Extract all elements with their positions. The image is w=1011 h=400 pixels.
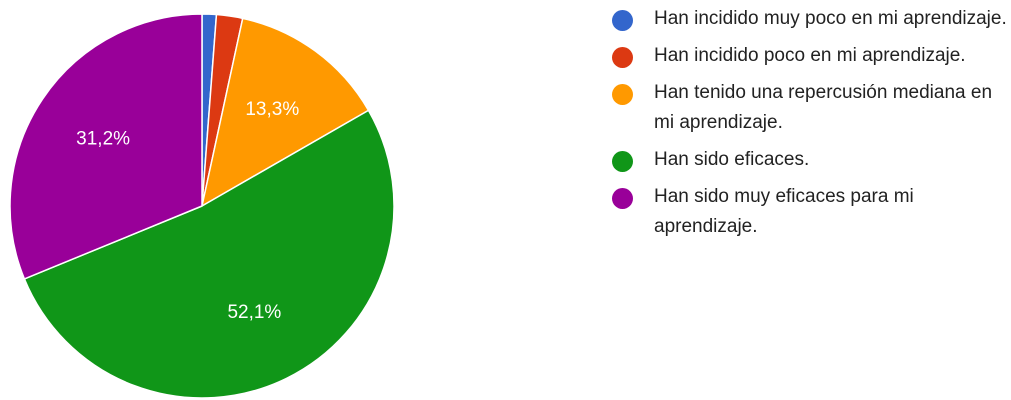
legend-item-muy-eficaces[interactable]: Han sido muy eficaces para mi aprendizaj… — [612, 182, 1007, 242]
legend-label-mediana: Han tenido una repercusión mediana en mi… — [654, 82, 993, 133]
legend-swatch-poco — [612, 47, 633, 68]
legend-item-muy-poco[interactable]: Han incidido muy poco en mi aprendizaje. — [612, 4, 1007, 34]
chart-legend: Han incidido muy poco en mi aprendizaje.… — [612, 4, 1007, 249]
legend-swatch-muy-poco — [612, 10, 633, 31]
legend-label-eficaces: Han sido eficaces. — [654, 149, 810, 170]
legend-swatch-muy-eficaces — [612, 188, 633, 209]
legend-label-muy-poco: Han incidido muy poco en mi aprendizaje. — [654, 8, 1007, 29]
legend-item-eficaces[interactable]: Han sido eficaces. — [612, 145, 1007, 175]
pie-slice-label-3: 13,3% — [245, 99, 299, 120]
pie-slice-label-5: 31,2% — [76, 129, 130, 150]
legend-label-poco: Han incidido poco en mi aprendizaje. — [654, 45, 966, 66]
legend-swatch-mediana — [612, 84, 633, 105]
pie-slice-label-4: 52,1% — [227, 302, 281, 323]
legend-label-muy-eficaces: Han sido muy eficaces para mi aprendizaj… — [654, 186, 914, 237]
pie-slices — [9, 13, 395, 399]
legend-swatch-eficaces — [612, 151, 633, 172]
pie-slice-labels: 13,3% 52,1% 31,2% — [76, 99, 299, 323]
legend-item-mediana[interactable]: Han tenido una repercusión mediana en mi… — [612, 78, 1007, 138]
pie-slice-5-han-sido-muy-eficaces-para-mi-[interactable] — [9, 13, 203, 280]
pie-chart: 13,3% 52,1% 31,2% — [9, 13, 395, 399]
legend-item-poco[interactable]: Han incidido poco en mi aprendizaje. — [612, 41, 1007, 71]
pie-slice-3-han-tenido-una-repercusion-med[interactable] — [201, 17, 370, 207]
pie-slice-4-han-sido-eficaces[interactable] — [23, 109, 395, 399]
